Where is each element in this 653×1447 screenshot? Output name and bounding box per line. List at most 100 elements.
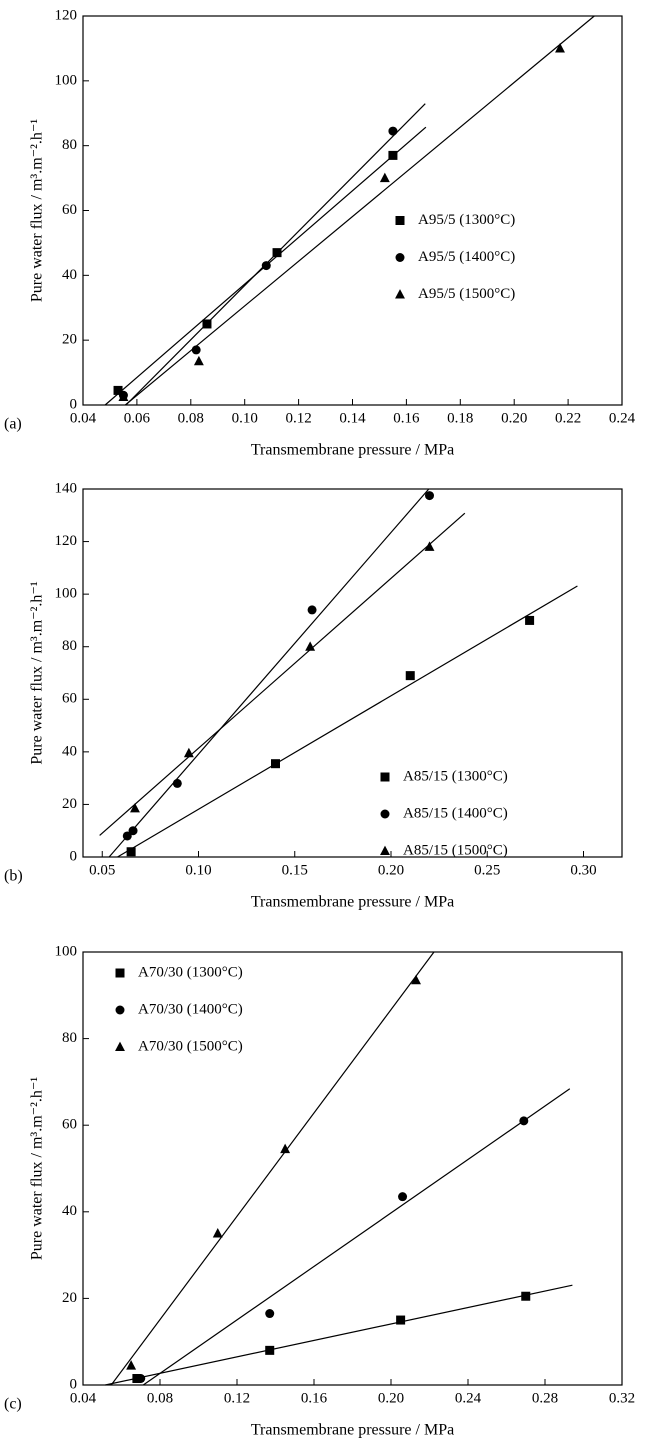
- trend-line: [108, 488, 430, 858]
- x-tick-label: 0.08: [178, 410, 204, 426]
- x-tick-label: 0.24: [455, 1390, 482, 1406]
- y-tick-label: 100: [55, 943, 78, 959]
- legend-marker: [395, 216, 405, 225]
- point: [193, 355, 204, 366]
- x-tick-label: 0.18: [447, 410, 473, 426]
- panel-label: (c): [4, 1396, 22, 1413]
- point: [126, 1360, 137, 1370]
- y-tick-label: 20: [62, 332, 77, 348]
- y-tick-label: 60: [62, 691, 77, 707]
- point: [379, 172, 390, 183]
- panel-label: (b): [4, 868, 23, 885]
- x-tick-label: 0.20: [378, 862, 404, 878]
- trend-line: [125, 103, 426, 406]
- y-tick-label: 100: [55, 72, 78, 88]
- point: [388, 150, 398, 160]
- x-tick-label: 0.16: [393, 410, 420, 426]
- trend-line: [142, 1088, 571, 1386]
- y-tick-label: 20: [62, 1290, 77, 1306]
- point: [122, 831, 132, 841]
- x-tick-label: 0.24: [609, 410, 636, 426]
- legend-marker: [115, 1005, 125, 1015]
- x-tick-label: 0.28: [532, 1390, 558, 1406]
- point: [212, 1228, 223, 1238]
- x-tick-label: 0.06: [124, 410, 151, 426]
- legend-marker: [115, 968, 125, 978]
- y-axis-title: Pure water flux / m³.m⁻².h⁻¹: [29, 581, 46, 764]
- point: [280, 1143, 291, 1154]
- point: [261, 261, 271, 271]
- x-tick-label: 0.15: [282, 862, 308, 878]
- trend-line: [124, 15, 595, 406]
- y-tick-label: 0: [70, 848, 78, 864]
- point: [396, 1315, 406, 1325]
- x-axis-title: Transmembrane pressure / MPa: [251, 894, 454, 911]
- x-tick-label: 0.04: [70, 1390, 97, 1406]
- y-axis-title: Pure water flux / m³.m⁻².h⁻¹: [29, 119, 46, 302]
- y-tick-label: 60: [62, 1117, 77, 1133]
- legend-label: A95/5 (1300°C): [418, 212, 515, 228]
- plot-frame: [82, 488, 623, 858]
- point: [128, 826, 138, 836]
- point: [271, 759, 280, 769]
- legend-marker: [115, 1041, 125, 1052]
- x-tick-label: 0.25: [474, 862, 500, 878]
- legend-marker: [380, 845, 390, 856]
- legend-label: A95/5 (1400°C): [418, 249, 515, 265]
- legend-marker: [395, 253, 405, 262]
- x-tick-label: 0.32: [609, 1390, 635, 1406]
- x-axis-title: Transmembrane pressure / MPa: [251, 442, 454, 459]
- point: [113, 385, 123, 395]
- x-tick-label: 0.08: [147, 1390, 173, 1406]
- y-tick-label: 120: [55, 7, 78, 23]
- point: [424, 541, 435, 551]
- point: [519, 1116, 529, 1126]
- trend-line: [110, 951, 435, 1386]
- legend-label: A70/30 (1400°C): [138, 1001, 243, 1017]
- x-tick-label: 0.30: [570, 862, 596, 878]
- x-tick-label: 0.20: [378, 1390, 404, 1406]
- point: [265, 1345, 275, 1355]
- point: [425, 491, 434, 501]
- panel-label: (a): [4, 416, 22, 433]
- point: [398, 1192, 408, 1202]
- legend-label: A85/15 (1300°C): [403, 768, 508, 784]
- x-axis-title: Transmembrane pressure / MPa: [251, 1422, 454, 1439]
- point: [555, 43, 565, 53]
- y-tick-label: 40: [62, 267, 77, 283]
- x-tick-label: 0.05: [89, 862, 115, 878]
- legend-marker: [395, 289, 405, 299]
- x-tick-label: 0.10: [185, 862, 211, 878]
- y-tick-label: 0: [70, 396, 78, 412]
- point: [521, 1291, 531, 1301]
- y-tick-label: 40: [62, 1203, 77, 1219]
- legend-marker: [380, 772, 390, 782]
- y-tick-label: 140: [55, 480, 78, 496]
- legend-label: A95/5 (1500°C): [418, 286, 515, 302]
- y-tick-label: 40: [62, 743, 77, 759]
- y-tick-label: 80: [62, 137, 77, 153]
- y-axis-title: Pure water flux / m³.m⁻².h⁻¹: [29, 1077, 46, 1260]
- x-tick-label: 0.04: [70, 410, 97, 426]
- x-tick-label: 0.12: [285, 410, 311, 426]
- legend-label: A70/30 (1300°C): [138, 964, 243, 980]
- plot-frame: [82, 15, 623, 406]
- y-tick-label: 100: [55, 586, 78, 602]
- point: [130, 802, 140, 813]
- point: [307, 605, 317, 615]
- x-tick-label: 0.16: [301, 1390, 328, 1406]
- y-tick-label: 80: [62, 638, 77, 654]
- x-tick-label: 0.10: [232, 410, 258, 426]
- plot-frame: [82, 951, 623, 1386]
- legend-label: A85/15 (1400°C): [403, 805, 508, 821]
- y-tick-label: 80: [62, 1030, 77, 1046]
- legend-marker: [380, 809, 390, 819]
- x-tick-label: 0.22: [555, 410, 581, 426]
- trend-line: [105, 1284, 573, 1386]
- point: [118, 391, 129, 401]
- point: [126, 847, 136, 857]
- y-tick-label: 20: [62, 796, 77, 812]
- legend-label: A85/15 (1500°C): [403, 842, 508, 858]
- point: [411, 974, 421, 985]
